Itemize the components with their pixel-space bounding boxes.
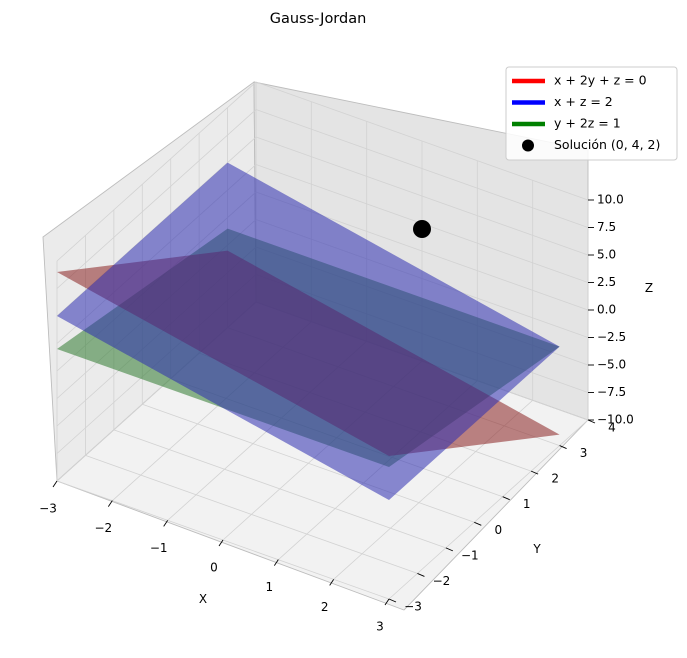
y-tick-mark: [388, 598, 397, 603]
z-tick-label: 0.0: [597, 303, 616, 317]
x-tick-label: −1: [150, 541, 168, 555]
y-tick-mark: [587, 419, 596, 424]
z-axis-label: Z: [645, 281, 653, 295]
z-tick-label: −10.0: [597, 413, 634, 427]
y-axis-label: Y: [532, 542, 541, 556]
x-tick-label: −3: [39, 502, 57, 516]
x-tick-label: 3: [376, 620, 384, 634]
z-tick-label: 10.0: [597, 193, 624, 207]
y-tick-mark: [417, 573, 425, 577]
x-tick-mark: [163, 520, 169, 527]
x-tick-mark: [218, 539, 224, 547]
x-tick-mark: [107, 500, 113, 507]
y-tick-label: 1: [523, 497, 531, 511]
y-tick-label: 3: [580, 446, 588, 460]
z-tick-label: 2.5: [597, 275, 616, 289]
floor-grid-x: [388, 419, 589, 600]
axis-ticks: −3 −2 −1 0 1 2 3 −3 −2 −1 0 1 2 3 4−10.0 −7.5 −5.0 −2.5 0.…: [39, 193, 634, 634]
side-grid-z: [56, 81, 257, 262]
floor-grid-y: [113, 429, 446, 549]
x-tick-label: 1: [266, 580, 274, 594]
x-tick-mark: [52, 480, 58, 488]
x-axis-label: X: [199, 592, 207, 606]
legend-label: Solución (0, 4, 2): [554, 137, 660, 152]
y-tick-mark: [474, 521, 482, 526]
x-tick-label: 0: [210, 561, 218, 575]
legend-box: [505, 66, 678, 161]
y-tick-label: −2: [433, 574, 451, 588]
y-tick-mark: [559, 445, 567, 449]
floor-grid-y: [142, 403, 475, 523]
z-tick-label: −7.5: [597, 385, 626, 399]
legend-label: y + 2z = 1: [554, 116, 621, 131]
x-tick-label: −2: [94, 521, 112, 535]
legend-label: x + 2y + z = 0: [554, 73, 647, 88]
legend-label: x + z = 2: [554, 94, 613, 109]
solution-point: [413, 220, 431, 238]
y-tick-mark: [445, 547, 454, 552]
z-tick-label: 5.0: [597, 248, 616, 262]
z-tick-label: −5.0: [597, 358, 626, 372]
x-tick-label: 2: [321, 600, 329, 614]
back-grid-z: [255, 81, 589, 201]
floor-grid-y: [85, 455, 418, 574]
plane-surfaces: [57, 162, 560, 500]
y-tick-label: 0: [494, 523, 502, 537]
legend: x + 2y + z = 0 x + z = 2 y + 2z = 1 Solució…: [505, 66, 678, 161]
chart-title: Gauss-Jordan: [270, 11, 367, 27]
y-tick-label: −1: [461, 548, 479, 562]
legend-marker: [522, 139, 534, 152]
solution-layer: [413, 220, 431, 238]
z-tick-label: 7.5: [597, 220, 616, 234]
x-tick-mark: [329, 579, 335, 586]
side-grid-z: [56, 109, 257, 289]
y-tick-label: 2: [551, 472, 559, 486]
y-tick-mark: [502, 496, 510, 501]
y-tick-mark: [530, 470, 539, 475]
y-tick-label: −3: [404, 600, 422, 614]
back-grid-z: [255, 109, 589, 228]
plane-surface-2: [57, 162, 560, 500]
y-tick-label: 4: [608, 421, 616, 435]
z-tick-label: −2.5: [597, 330, 626, 344]
x-tick-mark: [384, 598, 390, 606]
x-tick-mark: [273, 559, 279, 566]
back-grid-z: [255, 136, 589, 256]
